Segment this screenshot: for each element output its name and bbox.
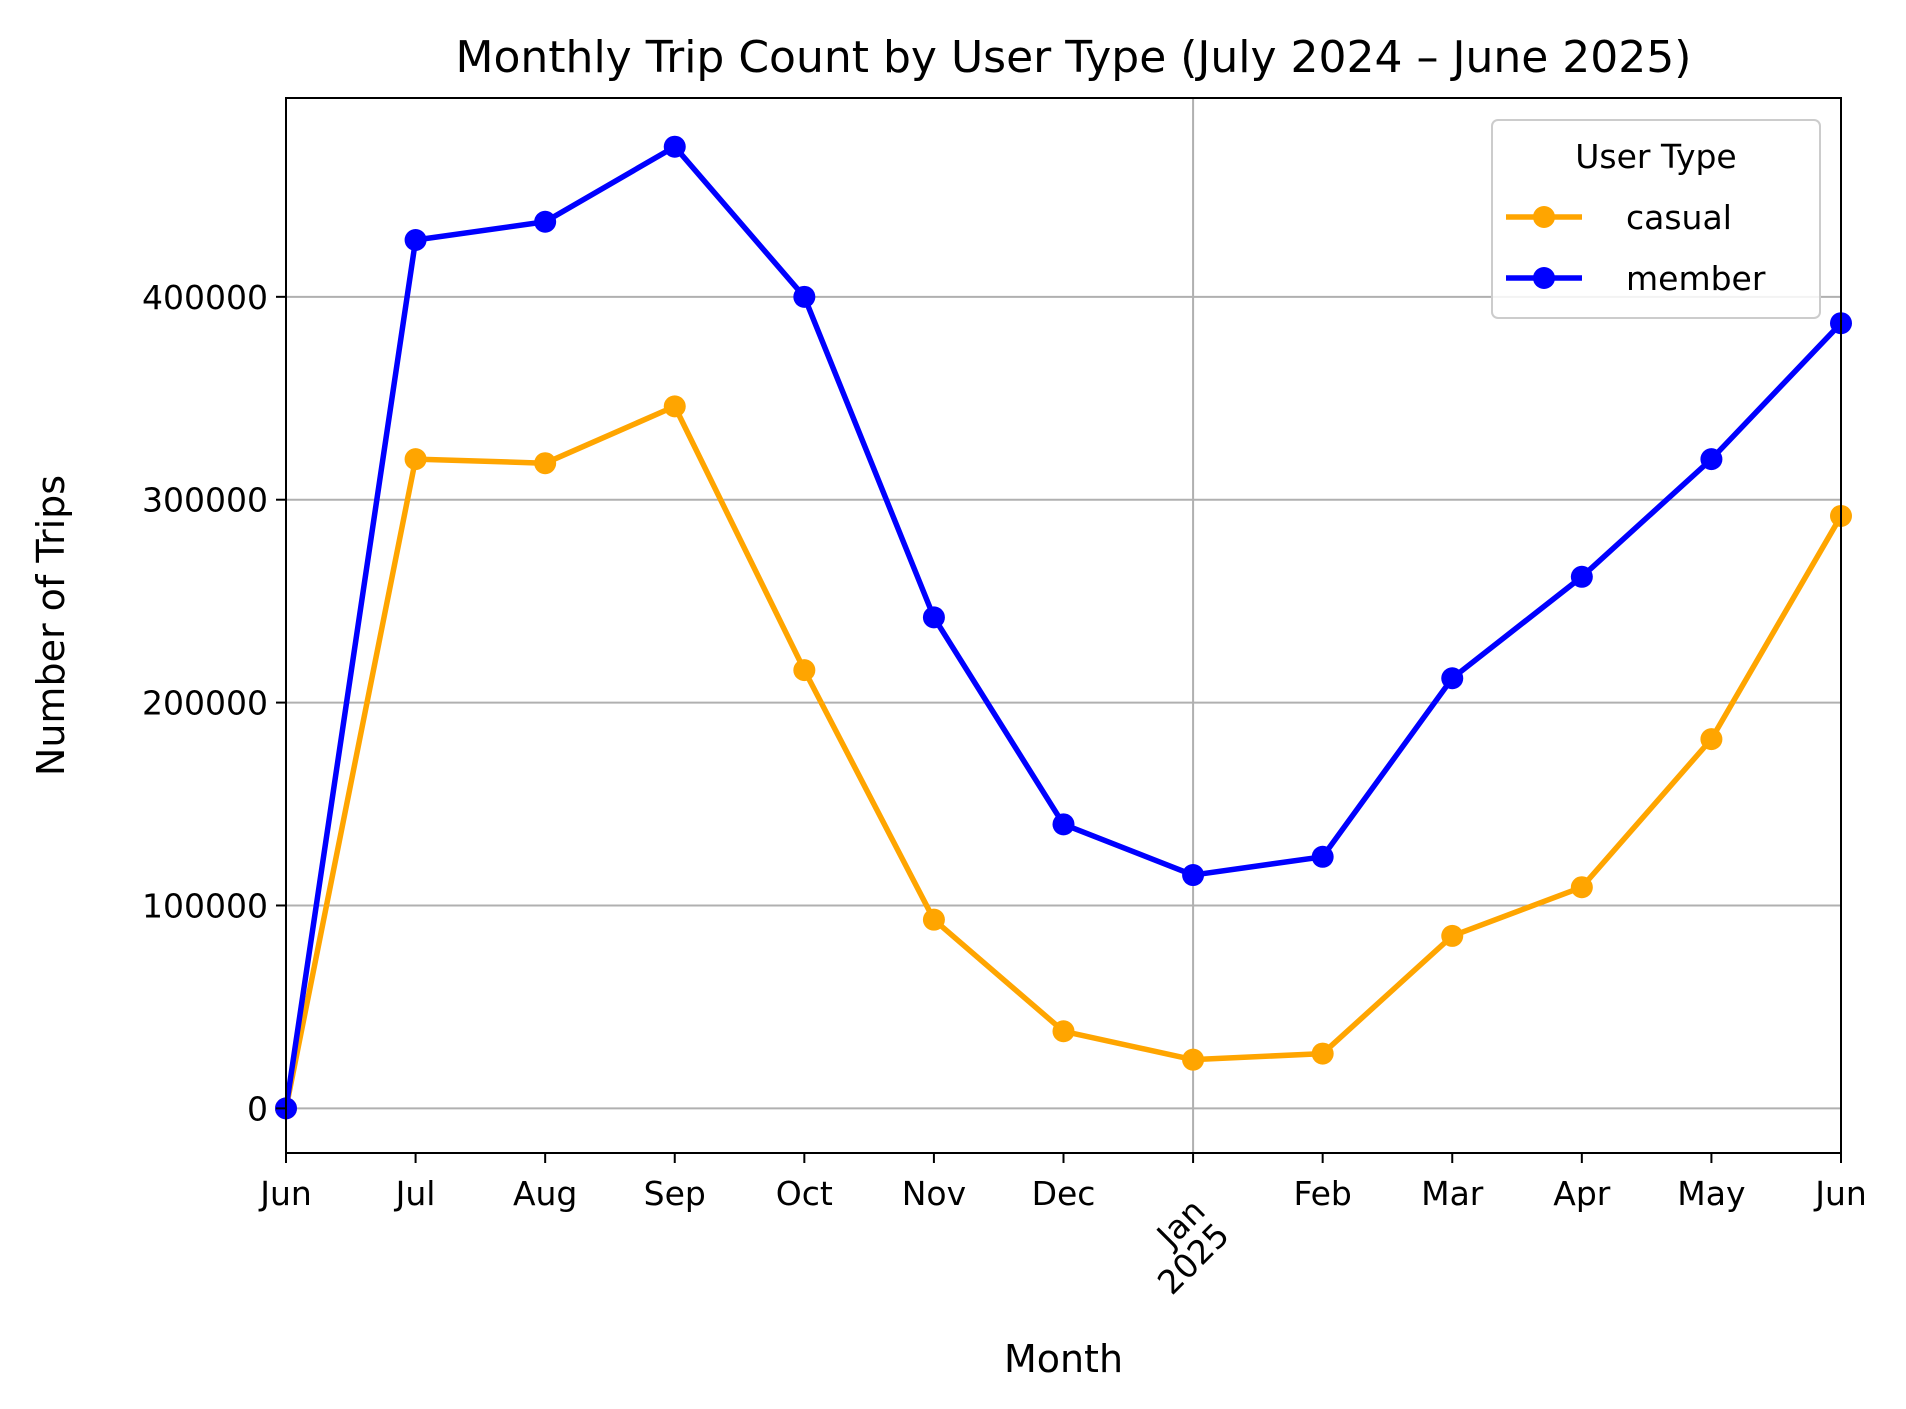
series-layer: [275, 135, 1852, 1120]
data-point-member: [1052, 813, 1075, 836]
data-point-casual: [1052, 1020, 1075, 1043]
legend-marker-member: [1533, 267, 1555, 289]
y-tick-label: 400000: [142, 278, 268, 317]
data-point-member: [534, 210, 557, 233]
data-point-casual: [922, 908, 945, 931]
x-tick-label: Mar: [1421, 1174, 1484, 1213]
x-tick-label: Nov: [902, 1174, 966, 1213]
chart-title: Monthly Trip Count by User Type (July 20…: [456, 32, 1692, 83]
data-point-member: [663, 135, 686, 158]
legend-label-member: member: [1626, 259, 1766, 298]
data-point-casual: [1311, 1042, 1334, 1065]
x-tick-label: Apr: [1553, 1174, 1611, 1213]
x-tick-label: May: [1677, 1174, 1745, 1213]
data-point-casual: [1182, 1048, 1205, 1071]
data-point-member: [1182, 864, 1205, 887]
data-point-casual: [1700, 728, 1723, 751]
data-point-member: [1441, 667, 1464, 690]
data-point-member: [1570, 565, 1593, 588]
data-point-member: [1700, 448, 1723, 471]
data-point-casual: [404, 448, 427, 471]
legend-label-casual: casual: [1626, 198, 1732, 237]
data-point-member: [1311, 845, 1334, 868]
x-tick-label: Dec: [1032, 1174, 1096, 1213]
x-tick-label: Jun: [258, 1174, 312, 1213]
y-tick-label: 200000: [142, 684, 268, 723]
y-tick-label: 0: [247, 1089, 268, 1128]
data-point-member: [922, 606, 945, 629]
data-point-casual: [1570, 876, 1593, 899]
x-tick-label: Jul: [394, 1174, 436, 1213]
x-tick-label: Sep: [644, 1174, 706, 1213]
data-point-casual: [793, 659, 816, 682]
data-point-member: [404, 229, 427, 252]
x-tick-label: Feb: [1293, 1174, 1351, 1213]
x-tick-label: Jun: [1813, 1174, 1867, 1213]
axes: 0 100000 200000 300000 400000 Jun Jul Aug Sep Oct…: [142, 278, 1867, 1302]
data-point-member: [793, 285, 816, 308]
legend-title: User Type: [1575, 137, 1737, 176]
data-point-casual: [663, 395, 686, 418]
y-tick-label: 100000: [142, 886, 268, 925]
x-tick-label: Aug: [513, 1174, 577, 1213]
legend-box: [1491, 119, 1821, 319]
grid-lines: [286, 98, 1841, 1153]
x-tick-label: Oct: [776, 1174, 833, 1213]
y-tick-label: 300000: [142, 481, 268, 520]
x-axis-label: Month: [1004, 1337, 1123, 1381]
data-point-casual: [534, 452, 557, 475]
legend-marker-casual: [1533, 206, 1555, 228]
data-point-casual: [1441, 924, 1464, 947]
legend: User Type casual member: [1491, 119, 1821, 319]
y-axis-label: Number of Trips: [29, 475, 73, 776]
